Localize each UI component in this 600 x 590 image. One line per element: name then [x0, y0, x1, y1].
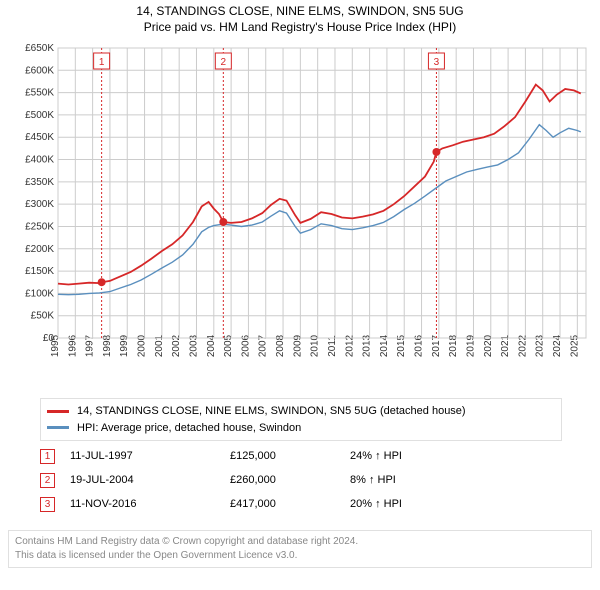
transaction-marker: 3 — [40, 497, 55, 512]
footer-line1: Contains HM Land Registry data © Crown c… — [15, 535, 585, 549]
svg-text:£650K: £650K — [25, 43, 54, 54]
transaction-pct: 20% ↑ HPI — [350, 498, 550, 510]
legend-item: HPI: Average price, detached house, Swin… — [47, 420, 555, 437]
svg-text:£300K: £300K — [25, 199, 54, 210]
transaction-marker: 1 — [40, 449, 55, 464]
chart-title-line1: 14, STANDINGS CLOSE, NINE ELMS, SWINDON,… — [0, 4, 600, 20]
transaction-row: 2 19-JUL-2004£260,0008% ↑ HPI — [40, 468, 562, 492]
svg-text:3: 3 — [434, 57, 440, 68]
chart-title-line2: Price paid vs. HM Land Registry's House … — [0, 20, 600, 36]
svg-text:£500K: £500K — [25, 110, 54, 121]
svg-text:£250K: £250K — [25, 221, 54, 232]
transaction-price: £417,000 — [230, 498, 350, 510]
transaction-date: 11-NOV-2016 — [70, 498, 230, 510]
legend: 14, STANDINGS CLOSE, NINE ELMS, SWINDON,… — [40, 398, 562, 441]
transaction-pct: 8% ↑ HPI — [350, 474, 550, 486]
svg-text:£450K: £450K — [25, 132, 54, 143]
legend-swatch-hpi — [47, 426, 69, 429]
legend-label: HPI: Average price, detached house, Swin… — [77, 420, 301, 437]
svg-text:£400K: £400K — [25, 155, 54, 166]
transaction-date: 19-JUL-2004 — [70, 474, 230, 486]
transaction-date: 11-JUL-1997 — [70, 450, 230, 462]
transaction-row: 1 11-JUL-1997£125,00024% ↑ HPI — [40, 444, 562, 468]
svg-text:2: 2 — [221, 57, 227, 68]
svg-text:£200K: £200K — [25, 244, 54, 255]
transaction-pct: 24% ↑ HPI — [350, 450, 550, 462]
chart-title-block: 14, STANDINGS CLOSE, NINE ELMS, SWINDON,… — [0, 0, 600, 35]
legend-label: 14, STANDINGS CLOSE, NINE ELMS, SWINDON,… — [77, 403, 466, 420]
svg-text:£550K: £550K — [25, 88, 54, 99]
footer-line2: This data is licensed under the Open Gov… — [15, 549, 585, 563]
svg-text:£50K: £50K — [31, 311, 55, 322]
svg-text:£600K: £600K — [25, 65, 54, 76]
transaction-row: 3 11-NOV-2016£417,00020% ↑ HPI — [40, 492, 562, 516]
transactions-table: 1 11-JUL-1997£125,00024% ↑ HPI 2 19-JUL-200… — [40, 444, 562, 516]
svg-text:1: 1 — [99, 57, 105, 68]
svg-text:£350K: £350K — [25, 177, 54, 188]
svg-text:£100K: £100K — [25, 288, 54, 299]
legend-swatch-property — [47, 410, 69, 413]
transaction-marker: 2 — [40, 473, 55, 488]
footer-attribution: Contains HM Land Registry data © Crown c… — [8, 530, 592, 568]
svg-text:£150K: £150K — [25, 266, 54, 277]
transaction-price: £125,000 — [230, 450, 350, 462]
transaction-price: £260,000 — [230, 474, 350, 486]
price-chart: £0£50K£100K£150K£200K£250K£300K£350K£400… — [8, 40, 592, 390]
legend-item: 14, STANDINGS CLOSE, NINE ELMS, SWINDON,… — [47, 403, 555, 420]
